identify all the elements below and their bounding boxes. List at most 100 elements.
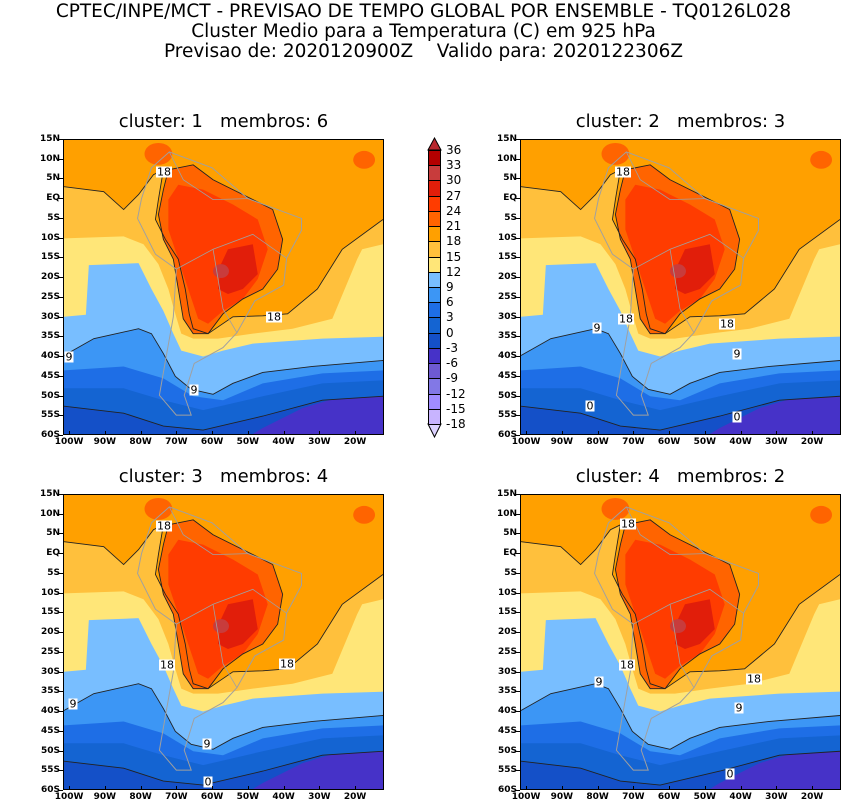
latitude-label: 10N bbox=[496, 508, 517, 519]
latitude-label: 20S bbox=[497, 627, 517, 638]
colorbar-swatch bbox=[428, 180, 441, 197]
longitude-label: 30W bbox=[765, 437, 788, 447]
panel-title: cluster: 4 membros: 2 bbox=[575, 466, 786, 487]
temperature-field bbox=[64, 140, 383, 434]
colorbar-swatch bbox=[428, 271, 441, 288]
latitude-label: 45S bbox=[497, 370, 517, 381]
contour-label: 18 bbox=[279, 657, 295, 671]
longitude-tick bbox=[176, 786, 178, 790]
colorbar-swatch bbox=[428, 393, 441, 410]
latitude-tick bbox=[516, 671, 520, 673]
latitude-tick bbox=[516, 395, 520, 397]
longitude-tick bbox=[704, 786, 706, 790]
colorbar-label: 30 bbox=[446, 173, 462, 188]
contour-label: 18 bbox=[156, 519, 172, 533]
latitude-label: 20S bbox=[497, 272, 517, 283]
latitude-tick bbox=[59, 691, 63, 693]
latitude-label: 5S bbox=[47, 567, 60, 578]
longitude-label: 80W bbox=[586, 792, 609, 802]
longitude-label: 70W bbox=[622, 792, 645, 802]
colorbar-label: 12 bbox=[446, 264, 462, 279]
latitude-tick bbox=[516, 790, 520, 791]
latitude-tick bbox=[59, 750, 63, 752]
longitude-label: 100W bbox=[54, 437, 84, 447]
map-panel-cluster-1: 18 18 9 9 bbox=[63, 139, 384, 435]
latitude-label: 55S bbox=[40, 765, 60, 776]
latitude-label: 5S bbox=[504, 567, 517, 578]
longitude-tick bbox=[812, 786, 814, 790]
latitude-label: 40S bbox=[40, 706, 60, 717]
longitude-label: 60W bbox=[200, 792, 224, 802]
latitude-label: 60S bbox=[497, 430, 517, 440]
map-panel-cluster-3: 18 18 18 9 9 0 bbox=[63, 494, 384, 790]
latitude-label: 45S bbox=[40, 725, 60, 736]
latitude-label: 5N bbox=[503, 173, 517, 184]
figure-subtitle: Cluster Medio para a Temperatura (C) em … bbox=[191, 21, 656, 42]
longitude-label: 100W bbox=[511, 437, 541, 447]
latitude-tick bbox=[59, 513, 63, 515]
longitude-tick bbox=[283, 431, 285, 435]
panel-title: cluster: 3 membros: 4 bbox=[118, 466, 329, 487]
longitude-tick bbox=[69, 431, 71, 435]
latitude-label: 50S bbox=[40, 745, 60, 756]
latitude-tick bbox=[59, 435, 63, 436]
latitude-tick bbox=[59, 277, 63, 279]
latitude-tick bbox=[59, 612, 63, 614]
latitude-tick bbox=[59, 770, 63, 772]
latitude-tick bbox=[59, 375, 63, 377]
longitude-tick bbox=[561, 786, 563, 790]
latitude-tick bbox=[59, 158, 63, 160]
latitude-label: 25S bbox=[40, 646, 60, 657]
colorbar-label: 36 bbox=[446, 143, 462, 157]
latitude-tick bbox=[59, 790, 63, 791]
latitude-label: 40S bbox=[40, 351, 60, 362]
latitude-tick bbox=[59, 651, 63, 653]
contour-label: 18 bbox=[156, 165, 172, 179]
colorbar-swatch bbox=[428, 287, 441, 304]
latitude-tick bbox=[516, 691, 520, 693]
latitude-tick bbox=[59, 572, 63, 574]
latitude-tick bbox=[59, 632, 63, 634]
colorbar-label: 9 bbox=[446, 280, 454, 294]
colorbar-label: -3 bbox=[446, 340, 458, 355]
latitude-tick bbox=[516, 572, 520, 574]
longitude-label: 60W bbox=[657, 792, 681, 802]
longitude-label: 70W bbox=[165, 792, 188, 802]
latitude-tick bbox=[59, 711, 63, 713]
longitude-label: 20W bbox=[343, 437, 367, 447]
longitude-label: 100W bbox=[54, 792, 84, 802]
latitude-tick bbox=[516, 257, 520, 259]
latitude-label: 15S bbox=[497, 252, 517, 263]
colorbar-swatch bbox=[428, 256, 441, 273]
latitude-label: 50S bbox=[497, 390, 517, 401]
latitude-tick bbox=[516, 415, 520, 417]
contour-label: 0 bbox=[203, 775, 213, 789]
longitude-tick bbox=[212, 786, 214, 790]
latitude-tick bbox=[59, 296, 63, 298]
longitude-label: 40W bbox=[729, 437, 752, 447]
longitude-label: 90W bbox=[93, 792, 117, 802]
colorbar-label: -18 bbox=[446, 417, 466, 431]
latitude-tick bbox=[59, 553, 63, 555]
longitude-label: 40W bbox=[729, 792, 752, 802]
longitude-label: 70W bbox=[165, 437, 188, 447]
latitude-tick bbox=[516, 217, 520, 219]
latitude-label: 50S bbox=[40, 390, 60, 401]
latitude-label: EQ bbox=[503, 548, 517, 559]
latitude-tick bbox=[516, 553, 520, 555]
latitude-tick bbox=[516, 198, 520, 200]
latitude-tick bbox=[59, 592, 63, 594]
temperature-field bbox=[521, 495, 840, 789]
contour-label: 18 bbox=[620, 517, 636, 531]
latitude-tick bbox=[516, 178, 520, 180]
latitude-tick bbox=[516, 612, 520, 614]
latitude-label: 5S bbox=[47, 212, 60, 223]
latitude-tick bbox=[516, 296, 520, 298]
latitude-tick bbox=[516, 711, 520, 713]
longitude-label: 40W bbox=[272, 437, 295, 447]
contour-label: 9 bbox=[68, 697, 78, 711]
longitude-label: 20W bbox=[800, 792, 824, 802]
latitude-label: 35S bbox=[40, 331, 60, 342]
colorbar-swatch bbox=[428, 165, 441, 182]
